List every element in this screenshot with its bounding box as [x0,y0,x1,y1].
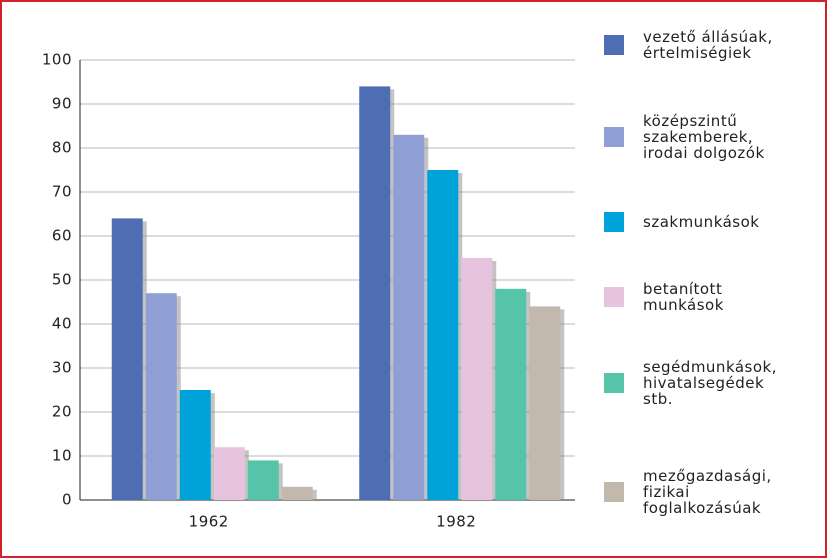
legend-label: mezőgazdasági, fizikai foglalkozásúak [643,467,772,517]
y-tick-label: 0 [62,491,72,509]
bar [281,486,313,500]
y-tick-label: 40 [52,315,72,333]
legend-label: vezető állásúak, értelmiségiek [643,28,773,62]
bar [359,86,391,501]
bar [247,460,279,500]
y-tick-label: 50 [52,271,72,289]
legend-swatch [604,373,624,393]
y-tick-label: 100 [42,51,72,69]
legend-swatch [604,35,624,55]
y-tick-label: 90 [52,95,72,113]
x-tick-label: 1982 [436,513,476,531]
y-tick-label: 70 [52,183,72,201]
legend-swatch [604,212,624,232]
bar [495,288,527,500]
bar [145,293,177,500]
legend-label: szakmunkások [643,213,760,231]
legend-label: középszintű szakemberek, irodai dolgozók [643,112,765,162]
legend-label: segédmunkások, hivatalsegédek stb. [643,358,777,408]
y-tick-label: 30 [52,359,72,377]
y-tick-label: 20 [52,403,72,421]
y-tick-label: 60 [52,227,72,245]
bar [427,170,459,500]
legend-swatch [604,127,624,147]
bar [393,134,425,501]
y-tick-label: 80 [52,139,72,157]
bar [179,390,211,500]
y-tick-label: 10 [52,447,72,465]
legend-swatch [604,482,624,502]
bar [461,258,493,500]
bar [213,447,245,500]
legend-label: betanított munkások [643,280,724,314]
bar [529,306,561,500]
bar [111,218,143,500]
x-tick-label: 1962 [189,513,229,531]
legend-swatch [604,287,624,307]
